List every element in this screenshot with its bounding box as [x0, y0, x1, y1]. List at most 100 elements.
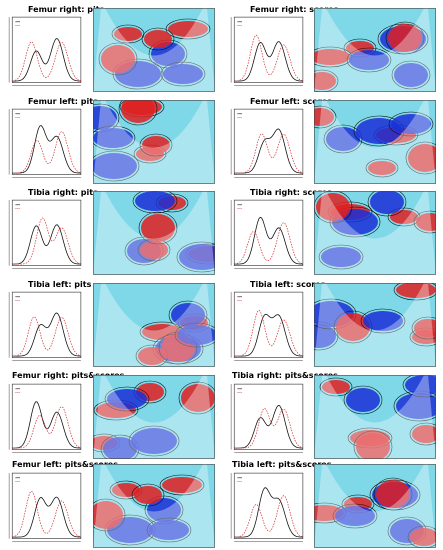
heatmap-frame	[93, 464, 215, 548]
heat-blob	[396, 283, 436, 298]
heat-blob	[121, 100, 155, 123]
plot-frame	[233, 199, 304, 266]
heatmap-frame	[93, 191, 215, 275]
density-line-dashed	[12, 131, 81, 174]
heatmap-frame	[314, 283, 436, 367]
significance-contour	[388, 111, 434, 137]
panel-title: Femur right: pits&scores	[12, 371, 125, 380]
density-line-dashed	[234, 309, 303, 357]
panel-title: Tibia left: pits	[28, 280, 92, 289]
heat-blob	[135, 191, 175, 211]
cone-of-influence	[314, 8, 436, 92]
heat-blob	[93, 153, 137, 179]
cone-of-influence	[93, 8, 215, 92]
heat-blob	[314, 49, 350, 65]
plot-frame	[11, 199, 82, 266]
heat-blob	[349, 50, 389, 70]
significance-contour	[176, 241, 215, 273]
panel-title: Tibia left: pits&scores	[232, 460, 332, 469]
significance-contour	[413, 210, 436, 234]
heat-blob	[314, 324, 336, 348]
density-line-solid	[234, 313, 303, 357]
plot-frame	[233, 383, 304, 450]
wavelet-power-spectrum	[314, 8, 436, 92]
significance-contour	[314, 69, 339, 92]
density-line-dashed	[12, 316, 81, 357]
density-plot	[6, 106, 84, 184]
significance-contour	[132, 191, 178, 214]
panel-title: Femur left: scores	[250, 97, 332, 106]
significance-contour	[405, 141, 436, 175]
significance-contour	[319, 377, 353, 397]
heat-blob	[322, 380, 350, 394]
plot-frame	[233, 16, 304, 83]
heat-blob	[335, 506, 375, 526]
plot-frame	[233, 472, 304, 539]
density-plot	[6, 14, 84, 92]
panel-title: Tibia right: pits	[28, 188, 98, 197]
density-plot	[228, 470, 306, 548]
heat-blob	[391, 114, 431, 134]
cone-of-influence	[93, 464, 215, 548]
density-line-dashed	[234, 133, 303, 174]
heatmap-frame	[93, 375, 215, 459]
wavelet-power-spectrum	[314, 283, 436, 367]
significance-contour	[118, 100, 158, 126]
significance-contour	[353, 430, 393, 459]
heatmap-frame	[314, 100, 436, 184]
heat-blob	[131, 428, 177, 454]
heat-blob	[412, 425, 436, 443]
density-line-solid	[234, 487, 303, 538]
heat-blob	[410, 528, 436, 546]
density-line-solid	[234, 405, 303, 449]
density-line-solid	[234, 41, 303, 82]
heat-blob	[346, 388, 380, 412]
heat-blob	[162, 477, 202, 493]
heat-blob	[326, 127, 360, 151]
heat-blob	[140, 241, 168, 259]
density-plot	[228, 197, 306, 275]
density-line-dashed	[12, 490, 81, 538]
panel-title: Femur right: pits	[28, 5, 105, 14]
significance-contour	[178, 381, 215, 415]
heat-blob	[171, 303, 205, 327]
significance-contour	[391, 60, 431, 90]
cone-of-influence	[314, 100, 436, 184]
heat-blob	[103, 437, 137, 459]
significance-contour	[98, 42, 138, 76]
heat-blob	[314, 72, 336, 90]
significance-contour	[160, 61, 206, 87]
heat-blob	[149, 520, 189, 540]
heatmap-frame	[93, 283, 215, 367]
heat-blob	[356, 118, 402, 144]
heatmap-frame	[314, 375, 436, 459]
wavelet-power-spectrum	[93, 8, 215, 92]
density-line-solid	[12, 38, 81, 82]
density-plot	[6, 381, 84, 459]
wavelet-power-spectrum	[93, 464, 215, 548]
plot-frame	[11, 16, 82, 83]
density-line-dashed	[12, 217, 81, 265]
heat-blob	[93, 128, 133, 148]
heat-blob	[112, 483, 140, 497]
significance-contour	[314, 191, 353, 224]
cone-of-influence	[314, 464, 436, 548]
heat-blob	[144, 30, 172, 48]
significance-contour	[141, 27, 175, 51]
significance-contour	[139, 133, 173, 157]
density-line-dashed	[234, 222, 303, 265]
significance-contour	[402, 375, 436, 398]
panel-title: Femur left: pits	[28, 97, 98, 106]
heat-blob	[101, 45, 135, 73]
heat-blob	[134, 486, 162, 504]
heat-blob	[114, 27, 142, 41]
heat-blob	[181, 384, 215, 412]
wavelet-power-spectrum	[314, 191, 436, 275]
heat-blob	[93, 106, 117, 130]
heat-blob	[168, 21, 208, 37]
significance-contour	[93, 125, 136, 151]
heat-blob	[147, 498, 181, 522]
significance-contour	[314, 105, 337, 129]
density-line-dashed	[234, 407, 303, 449]
heatmap-frame	[314, 191, 436, 275]
